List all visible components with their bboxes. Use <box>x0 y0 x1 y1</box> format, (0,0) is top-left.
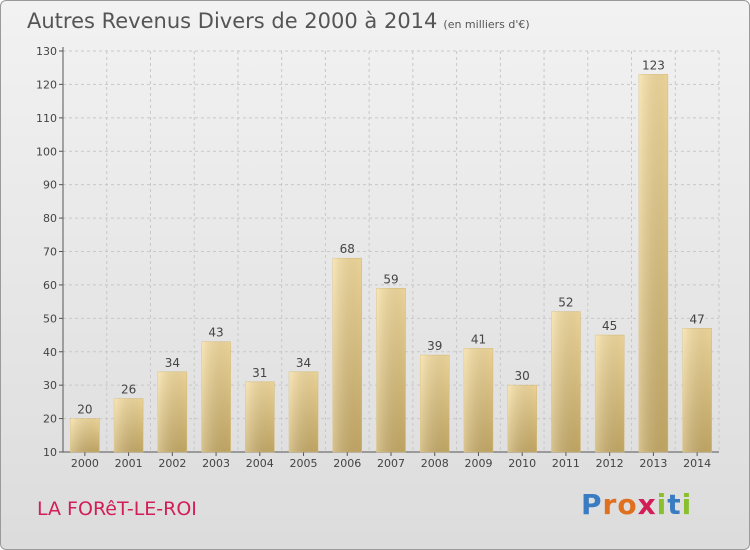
y-axis: 10 20 30 40 50 60 70 80 90 100 110 120 130 <box>36 45 64 459</box>
x-tick-label: 2011 <box>552 457 580 470</box>
bar-shade <box>682 328 712 452</box>
x-tick-label: 2004 <box>246 457 274 470</box>
logo-letter: P <box>581 488 603 521</box>
proxiti-logo: Proxiti <box>581 488 692 521</box>
data-label: 30 <box>515 369 530 383</box>
x-tick-label: 2007 <box>377 457 405 470</box>
bar-shade <box>332 258 362 452</box>
data-label: 26 <box>121 383 136 397</box>
bar-shade <box>420 355 450 452</box>
bars: 20 26 34 43 31 34 68 59 39 41 30 52 45 123 47 <box>70 58 712 453</box>
bar-shade <box>507 385 537 452</box>
data-label: 20 <box>77 403 92 417</box>
data-label: 45 <box>602 319 617 333</box>
x-tick-label: 2001 <box>115 457 143 470</box>
data-label: 47 <box>689 312 704 326</box>
y-tick-label: 70 <box>43 246 57 259</box>
bar-shade <box>114 398 144 452</box>
data-label: 43 <box>208 326 223 340</box>
location-label: LA FORêT-LE-ROI <box>37 498 197 520</box>
logo-letter: t <box>667 488 682 521</box>
x-tick-label: 2005 <box>290 457 318 470</box>
logo-letter: i <box>656 488 668 521</box>
y-tick-label: 110 <box>36 112 57 125</box>
bar-shade <box>70 418 100 452</box>
bar-shade <box>201 341 231 452</box>
y-tick-label: 20 <box>43 413 57 426</box>
y-tick-label: 90 <box>43 179 57 192</box>
logo-letter: o <box>617 488 638 521</box>
y-tick-label: 100 <box>36 145 57 158</box>
bar-shade <box>595 335 625 452</box>
chart-title-text: Autres Revenus Divers de 2000 à 2014 <box>27 9 438 33</box>
data-label: 52 <box>558 296 573 310</box>
logo-letter: r <box>602 488 618 521</box>
y-tick-label: 10 <box>43 446 57 459</box>
x-tick-label: 2008 <box>421 457 449 470</box>
x-axis: 2000 2001 2002 2003 2004 2005 2006 2007 2008 2009… <box>63 451 719 470</box>
x-tick-label: 2012 <box>596 457 624 470</box>
y-tick-label: 130 <box>36 45 57 58</box>
data-label: 34 <box>165 356 180 370</box>
logo-letter: i <box>681 488 693 521</box>
y-tick-label: 120 <box>36 78 57 91</box>
y-tick-label: 80 <box>43 212 57 225</box>
y-tick-label: 30 <box>43 379 57 392</box>
x-tick-label: 2010 <box>508 457 536 470</box>
x-tick-label: 2014 <box>683 457 711 470</box>
x-tick-label: 2009 <box>464 457 492 470</box>
y-tick-label: 60 <box>43 279 57 292</box>
x-tick-label: 2002 <box>158 457 186 470</box>
bar-shade <box>289 371 319 452</box>
data-label: 123 <box>642 58 665 72</box>
bar-shade <box>638 74 668 453</box>
data-label: 31 <box>252 366 267 380</box>
bar-shade <box>245 381 275 452</box>
logo-letter: x <box>637 488 657 521</box>
data-label: 39 <box>427 339 442 353</box>
bar-shade <box>157 371 187 452</box>
x-tick-label: 2003 <box>202 457 230 470</box>
bar-shade <box>551 311 581 452</box>
data-label: 34 <box>296 356 311 370</box>
chart-subtitle: (en milliers d'€) <box>443 18 530 31</box>
x-tick-label: 2000 <box>71 457 99 470</box>
x-tick-label: 2013 <box>639 457 667 470</box>
y-tick-label: 40 <box>43 346 57 359</box>
bar-shade <box>463 348 493 452</box>
y-tick-label: 50 <box>43 312 57 325</box>
data-label: 68 <box>340 242 355 256</box>
chart-title: Autres Revenus Divers de 2000 à 2014 (en … <box>27 9 530 33</box>
data-label: 59 <box>383 272 398 286</box>
x-tick-label: 2006 <box>333 457 361 470</box>
bar-shade <box>376 288 406 452</box>
data-label: 41 <box>471 332 486 346</box>
